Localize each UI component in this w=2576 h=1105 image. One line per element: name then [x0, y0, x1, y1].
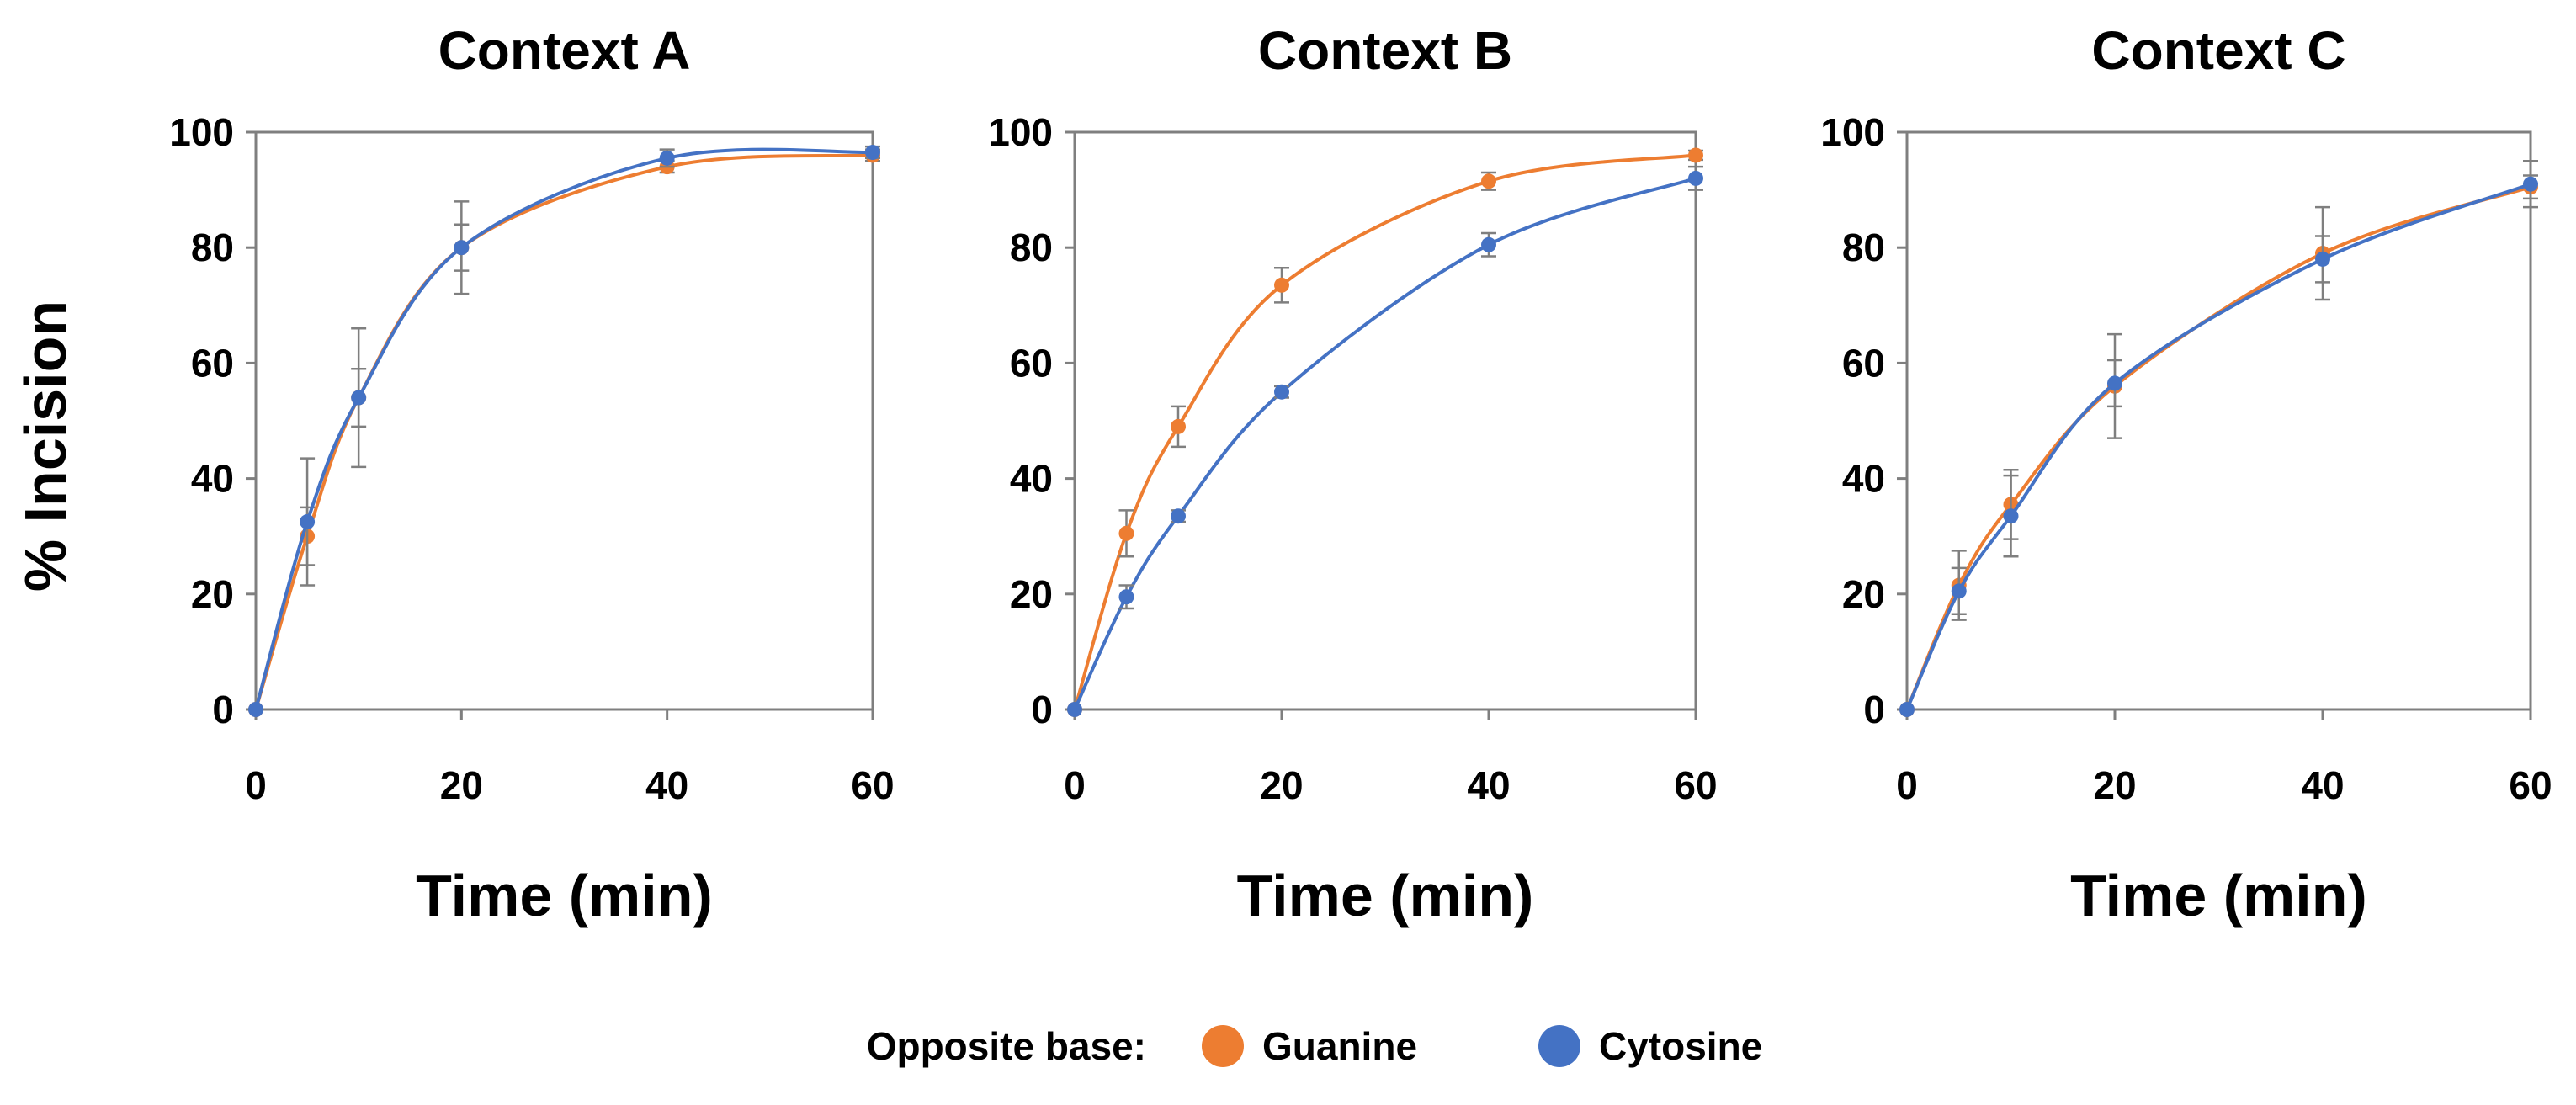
series-line-guanine: [1073, 153, 1697, 710]
legend-label-guanine: Guanine: [1262, 1024, 1417, 1068]
panel-b: Context B 0 20 40 60 80 100 0 20 40 60 Time (min): [988, 20, 1717, 928]
x-tick-label: 60: [1674, 763, 1717, 807]
y-tick-label: 0: [212, 688, 234, 731]
x-tick-label: 0: [1064, 763, 1086, 807]
y-tick-label: 80: [1842, 226, 1885, 269]
x-tick-label: 20: [440, 763, 483, 807]
x-axis-label: Time (min): [2070, 863, 2367, 928]
data-point-cytosine: [2107, 375, 2122, 391]
x-tick-label: 20: [2093, 763, 2136, 807]
y-tick-label: 0: [1863, 688, 1885, 731]
data-point-guanine: [1481, 173, 1496, 189]
data-point-cytosine: [1171, 508, 1186, 524]
x-tick-label: 60: [851, 763, 894, 807]
y-tick-label: 80: [191, 226, 234, 269]
x-tick-label: 0: [1896, 763, 1918, 807]
data-point-cytosine: [1274, 384, 1289, 400]
data-point-cytosine: [2315, 251, 2330, 267]
y-tick-label: 80: [1010, 226, 1053, 269]
y-tick-label: 60: [191, 341, 234, 385]
y-tick-label: 100: [169, 110, 234, 154]
data-point-cytosine: [1067, 702, 1082, 717]
plot-frame: [1905, 130, 2532, 711]
series-line-guanine: [254, 153, 874, 710]
y-tick-label: 60: [1010, 341, 1053, 385]
data-point-guanine: [1688, 147, 1703, 163]
data-point-cytosine: [865, 145, 880, 161]
data-point-cytosine: [1951, 583, 1967, 599]
plot-frame: [254, 130, 874, 711]
data-point-cytosine: [351, 390, 367, 406]
chart-title: Context B: [1258, 20, 1512, 81]
y-tick-label: 60: [1842, 341, 1885, 385]
series-line-cytosine: [1905, 182, 2531, 710]
y-tick-label: 0: [1031, 688, 1053, 731]
plot-frame: [1073, 130, 1697, 711]
data-point-guanine: [1118, 525, 1134, 541]
y-tick-label: 100: [1820, 110, 1885, 154]
y-tick-label: 20: [1842, 572, 1885, 616]
y-tick-label: 20: [1010, 572, 1053, 616]
data-point-guanine: [1171, 418, 1186, 434]
series-guanine: [1067, 147, 1703, 717]
y-tick-label: 100: [988, 110, 1053, 154]
legend: Opposite base: Guanine Cytosine: [867, 1024, 1763, 1068]
x-tick-label: 60: [2509, 763, 2552, 807]
data-point-cytosine: [248, 702, 263, 717]
y-tick-label: 40: [1842, 457, 1885, 501]
y-tick-label: 40: [191, 457, 234, 501]
data-point-cytosine: [1118, 589, 1134, 605]
data-point-cytosine: [454, 240, 470, 256]
x-tick-label: 40: [2301, 763, 2344, 807]
legend-marker-cytosine: [1538, 1025, 1580, 1067]
series-guanine: [248, 147, 880, 717]
x-tick-label: 0: [245, 763, 267, 807]
chart-title: Context C: [2091, 20, 2345, 81]
data-point-cytosine: [2523, 176, 2538, 192]
data-point-cytosine: [1481, 236, 1496, 252]
series-cytosine: [248, 145, 880, 717]
x-tick-label: 40: [1467, 763, 1510, 807]
y-tick-label: 40: [1010, 457, 1053, 501]
y-tick-label: 20: [191, 572, 234, 616]
panel-a: Context A 0 20 40 60 80 100 0 20 40 60 Time (min): [169, 20, 894, 928]
x-axis-label: Time (min): [1237, 863, 1534, 928]
legend-title: Opposite base:: [867, 1024, 1146, 1068]
panel-c: Context C 0 20 40 60 80 100 0 20 40 60 Time (min): [1820, 20, 2552, 928]
data-point-guanine: [1274, 277, 1289, 293]
legend-label-cytosine: Cytosine: [1599, 1024, 1762, 1068]
data-point-cytosine: [1899, 702, 1915, 717]
y-axis-label: % Incision: [13, 300, 78, 592]
x-tick-label: 20: [1260, 763, 1303, 807]
legend-marker-guanine: [1202, 1025, 1244, 1067]
data-point-cytosine: [1688, 170, 1703, 186]
series-cytosine: [1899, 160, 2538, 717]
series-line-cytosine: [254, 147, 874, 710]
series-guanine: [1899, 174, 2538, 717]
series-line-guanine: [1905, 185, 2531, 710]
x-tick-label: 40: [645, 763, 688, 807]
series-cytosine: [1067, 165, 1703, 717]
data-point-cytosine: [2003, 508, 2019, 524]
x-axis-label: Time (min): [416, 863, 713, 928]
data-point-cytosine: [300, 514, 316, 530]
chart-title: Context A: [438, 20, 691, 81]
data-point-cytosine: [659, 150, 675, 166]
